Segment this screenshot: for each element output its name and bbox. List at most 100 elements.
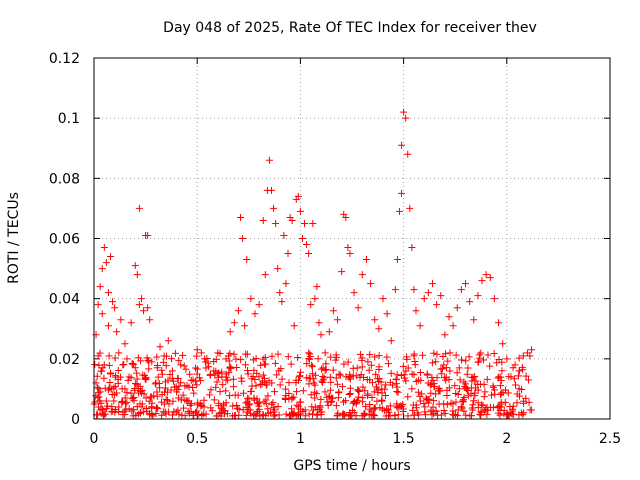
data-point-band bbox=[362, 403, 370, 411]
data-point bbox=[474, 292, 482, 300]
data-point-band bbox=[273, 371, 281, 379]
data-point-band bbox=[443, 400, 451, 408]
data-point-band bbox=[340, 360, 348, 368]
data-point bbox=[218, 373, 226, 381]
data-point-band bbox=[143, 404, 151, 412]
data-point-band bbox=[333, 353, 341, 361]
data-point bbox=[470, 316, 478, 324]
data-point-band bbox=[167, 386, 175, 394]
data-point-band bbox=[262, 381, 270, 389]
data-point bbox=[177, 361, 185, 369]
data-point-band bbox=[138, 386, 146, 394]
data-point-band bbox=[345, 374, 353, 382]
data-point bbox=[329, 307, 337, 315]
data-point-band bbox=[184, 407, 192, 415]
data-point-band bbox=[358, 354, 366, 362]
data-point-band bbox=[313, 410, 321, 418]
data-point-band bbox=[132, 412, 140, 420]
data-point-band bbox=[409, 406, 417, 414]
data-point-band bbox=[130, 406, 138, 414]
data-point-band bbox=[497, 400, 505, 408]
data-point bbox=[307, 301, 315, 309]
data-point-band bbox=[107, 385, 115, 393]
data-point-band bbox=[284, 353, 292, 361]
data-point bbox=[181, 382, 189, 390]
data-point-band bbox=[216, 388, 224, 396]
data-point-band bbox=[288, 411, 296, 419]
data-point-band bbox=[166, 371, 174, 379]
data-point-band bbox=[285, 379, 293, 387]
data-point bbox=[428, 280, 436, 288]
data-point-band bbox=[256, 381, 264, 389]
data-point-band bbox=[380, 407, 388, 415]
data-point bbox=[466, 298, 474, 306]
data-point-band bbox=[474, 404, 482, 412]
data-point bbox=[129, 394, 137, 402]
data-point-band bbox=[165, 400, 173, 408]
data-point-band bbox=[375, 352, 383, 360]
data-point-band bbox=[108, 403, 116, 411]
data-point-band bbox=[133, 369, 141, 377]
data-point bbox=[137, 295, 145, 303]
data-point-band bbox=[356, 350, 364, 358]
data-point-band bbox=[296, 373, 304, 381]
data-point-band bbox=[349, 364, 357, 372]
data-point bbox=[270, 204, 278, 212]
data-point-band bbox=[445, 384, 453, 392]
data-point-band bbox=[458, 356, 466, 364]
data-point-band bbox=[154, 373, 162, 381]
data-point-band bbox=[427, 389, 435, 397]
data-point bbox=[164, 337, 172, 345]
data-point-band bbox=[381, 385, 389, 393]
data-point-band bbox=[414, 388, 422, 396]
data-point-band bbox=[274, 350, 282, 358]
data-point bbox=[420, 295, 428, 303]
data-point bbox=[325, 328, 333, 336]
y-tick-label: 0.1 bbox=[58, 111, 80, 127]
data-point bbox=[379, 295, 387, 303]
data-point-band bbox=[308, 370, 316, 378]
data-point-band bbox=[524, 376, 532, 384]
data-point-band bbox=[320, 374, 328, 382]
data-point bbox=[104, 322, 112, 330]
data-point-band bbox=[480, 393, 488, 401]
data-point-band bbox=[252, 354, 260, 362]
data-point-band bbox=[322, 366, 330, 374]
data-point-band bbox=[242, 411, 250, 419]
data-point-band bbox=[271, 359, 279, 367]
data-point-band bbox=[262, 360, 270, 368]
x-tick-label: 0.5 bbox=[186, 431, 208, 447]
data-point bbox=[375, 325, 383, 333]
data-point-band bbox=[278, 375, 286, 383]
data-point-band bbox=[268, 352, 276, 360]
data-point-band bbox=[468, 404, 476, 412]
data-point bbox=[311, 295, 319, 303]
data-point bbox=[121, 340, 129, 348]
data-point bbox=[495, 319, 503, 327]
data-point-band bbox=[333, 380, 341, 388]
data-point-band bbox=[429, 376, 437, 384]
data-point-band bbox=[471, 392, 479, 400]
data-point-band bbox=[202, 410, 210, 418]
data-point-band bbox=[399, 405, 407, 413]
data-point-band bbox=[306, 374, 314, 382]
data-point-band bbox=[282, 410, 290, 418]
data-point-band bbox=[431, 383, 439, 391]
data-point-band bbox=[185, 383, 193, 391]
data-point bbox=[185, 397, 193, 405]
data-points bbox=[90, 108, 536, 420]
data-point-band bbox=[131, 364, 139, 372]
data-point bbox=[102, 397, 110, 405]
data-point-band bbox=[91, 398, 99, 406]
data-point bbox=[135, 301, 143, 309]
data-point-band bbox=[387, 369, 395, 377]
data-point bbox=[111, 391, 119, 399]
data-point-band bbox=[462, 384, 470, 392]
data-point bbox=[123, 355, 131, 363]
data-point-band bbox=[445, 376, 453, 384]
data-point-band bbox=[161, 388, 169, 396]
data-point-band bbox=[297, 368, 305, 376]
data-point bbox=[305, 250, 313, 258]
data-point-band bbox=[404, 412, 412, 420]
